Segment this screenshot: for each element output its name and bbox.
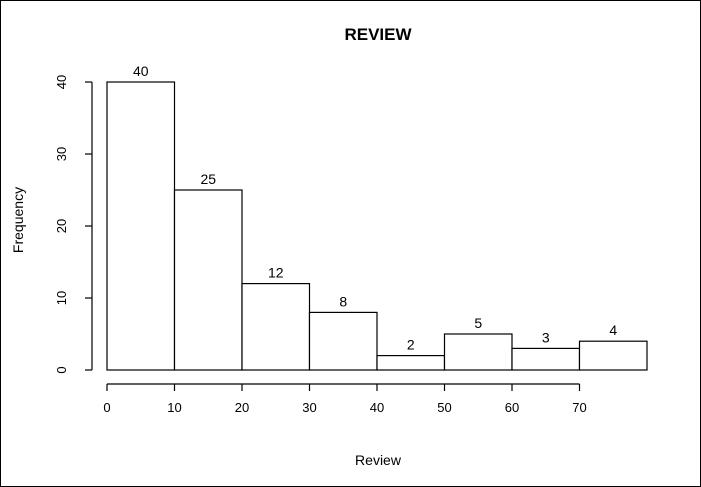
x-axis-label: Review — [355, 452, 402, 468]
y-axis-label: Frequency — [10, 187, 26, 253]
bar-value-label: 12 — [268, 265, 284, 281]
bar-value-label: 4 — [609, 322, 617, 338]
bar-value-label: 5 — [474, 315, 482, 331]
bar-value-label: 8 — [339, 293, 347, 309]
y-tick-label: 10 — [54, 291, 69, 305]
bar-value-label: 3 — [542, 329, 550, 345]
bar-value-label: 40 — [133, 63, 149, 79]
x-tick-label: 60 — [505, 400, 519, 415]
x-tick-label: 40 — [370, 400, 384, 415]
histogram-bar — [241, 283, 311, 371]
x-tick-label: 0 — [103, 400, 110, 415]
x-axis: 0 10 20 30 40 50 60 70 — [103, 383, 587, 415]
histogram-bar — [106, 81, 176, 371]
bars-group — [106, 81, 648, 371]
y-tick-label: 0 — [54, 366, 69, 373]
bar-value-label: 2 — [407, 337, 415, 353]
bar-value-label: 25 — [200, 171, 216, 187]
histogram-bar — [578, 340, 648, 371]
y-tick-label: 30 — [54, 147, 69, 161]
histogram-bar — [173, 189, 243, 371]
histogram-bar — [511, 347, 581, 371]
y-axis: 0 10 20 30 40 — [54, 75, 93, 374]
x-tick-label: 10 — [167, 400, 181, 415]
x-tick-label: 70 — [572, 400, 586, 415]
y-tick-label: 40 — [54, 75, 69, 89]
x-tick-label: 30 — [302, 400, 316, 415]
histogram-bar — [308, 311, 378, 371]
x-tick-label: 20 — [235, 400, 249, 415]
histogram-bar — [443, 333, 513, 371]
y-tick-label: 20 — [54, 219, 69, 233]
histogram-bar — [376, 355, 446, 371]
chart-title: REVIEW — [344, 25, 412, 44]
x-tick-label: 50 — [437, 400, 451, 415]
